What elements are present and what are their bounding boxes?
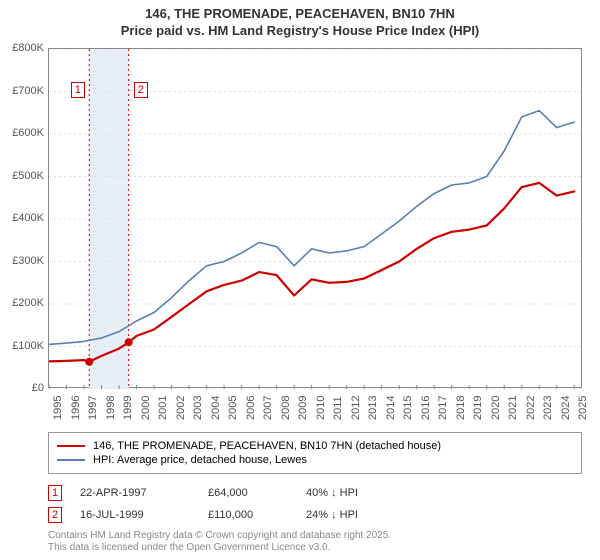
- y-tick-label: £700K: [12, 85, 44, 97]
- y-tick-label: £600K: [12, 127, 44, 139]
- sale-marker-box: 2: [134, 82, 148, 98]
- x-tick-label: 2020: [490, 396, 502, 420]
- chart-plot-area: [48, 48, 582, 388]
- x-tick-label: 2025: [577, 396, 589, 420]
- y-tick-label: £500K: [12, 170, 44, 182]
- x-tick-label: 1996: [70, 396, 82, 420]
- sale-marker-1: 1: [48, 485, 62, 501]
- x-tick-label: 2022: [525, 396, 537, 420]
- x-tick-label: 2012: [350, 396, 362, 420]
- x-tick-label: 2024: [560, 396, 572, 420]
- legend-row-hpi: HPI: Average price, detached house, Lewe…: [57, 453, 573, 467]
- legend-row-property: 146, THE PROMENADE, PEACEHAVEN, BN10 7HN…: [57, 439, 573, 453]
- y-tick-label: £0: [32, 382, 44, 394]
- x-tick-label: 2014: [385, 396, 397, 420]
- legend-swatch-hpi: [57, 459, 85, 461]
- title-line-2: Price paid vs. HM Land Registry's House …: [0, 23, 600, 40]
- footer-line-2: This data is licensed under the Open Gov…: [48, 542, 582, 554]
- sales-table: 1 22-APR-1997 £64,000 40% ↓ HPI 2 16-JUL…: [48, 482, 582, 526]
- legend-label-property: 146, THE PROMENADE, PEACEHAVEN, BN10 7HN…: [93, 440, 441, 452]
- footer-attribution: Contains HM Land Registry data © Crown c…: [48, 530, 582, 554]
- sale-date-2: 16-JUL-1999: [80, 509, 190, 521]
- x-tick-label: 2006: [245, 396, 257, 420]
- sale-price-2: £110,000: [208, 509, 288, 521]
- x-tick-label: 2007: [262, 396, 274, 420]
- x-tick-label: 2003: [192, 396, 204, 420]
- sales-row-2: 2 16-JUL-1999 £110,000 24% ↓ HPI: [48, 504, 582, 526]
- y-tick-label: £400K: [12, 212, 44, 224]
- x-tick-label: 1999: [122, 396, 134, 420]
- x-tick-label: 2002: [175, 396, 187, 420]
- sale-marker-2: 2: [48, 507, 62, 523]
- x-tick-label: 2017: [437, 396, 449, 420]
- y-tick-label: £800K: [12, 42, 44, 54]
- x-tick-label: 1998: [105, 396, 117, 420]
- sale-marker-box: 1: [71, 82, 85, 98]
- x-tick-label: 1995: [52, 396, 64, 420]
- x-tick-label: 2023: [542, 396, 554, 420]
- x-tick-label: 2009: [297, 396, 309, 420]
- chart-title-block: 146, THE PROMENADE, PEACEHAVEN, BN10 7HN…: [0, 0, 600, 44]
- x-tick-label: 2004: [210, 396, 222, 420]
- x-tick-label: 2011: [332, 396, 344, 420]
- x-tick-label: 2008: [280, 396, 292, 420]
- title-line-1: 146, THE PROMENADE, PEACEHAVEN, BN10 7HN: [0, 6, 600, 23]
- legend-label-hpi: HPI: Average price, detached house, Lewe…: [93, 454, 307, 466]
- x-tick-label: 2021: [507, 396, 519, 420]
- sale-diff-1: 40% ↓ HPI: [306, 487, 426, 499]
- x-tick-label: 2000: [140, 396, 152, 420]
- y-tick-label: £300K: [12, 255, 44, 267]
- legend-swatch-property: [57, 445, 85, 447]
- x-tick-label: 2013: [367, 396, 379, 420]
- x-tick-label: 2005: [227, 396, 239, 420]
- y-tick-label: £100K: [12, 340, 44, 352]
- chart-svg: [49, 49, 583, 389]
- x-tick-label: 2010: [315, 396, 327, 420]
- legend-box: 146, THE PROMENADE, PEACEHAVEN, BN10 7HN…: [48, 432, 582, 474]
- sale-diff-2: 24% ↓ HPI: [306, 509, 426, 521]
- y-tick-label: £200K: [12, 297, 44, 309]
- x-tick-label: 2019: [472, 396, 484, 420]
- x-tick-label: 2001: [157, 396, 169, 420]
- sale-price-1: £64,000: [208, 487, 288, 499]
- x-tick-label: 1997: [87, 396, 99, 420]
- x-tick-label: 2018: [455, 396, 467, 420]
- footer-line-1: Contains HM Land Registry data © Crown c…: [48, 530, 582, 542]
- x-tick-label: 2016: [420, 396, 432, 420]
- sales-row-1: 1 22-APR-1997 £64,000 40% ↓ HPI: [48, 482, 582, 504]
- sale-date-1: 22-APR-1997: [80, 487, 190, 499]
- x-tick-label: 2015: [402, 396, 414, 420]
